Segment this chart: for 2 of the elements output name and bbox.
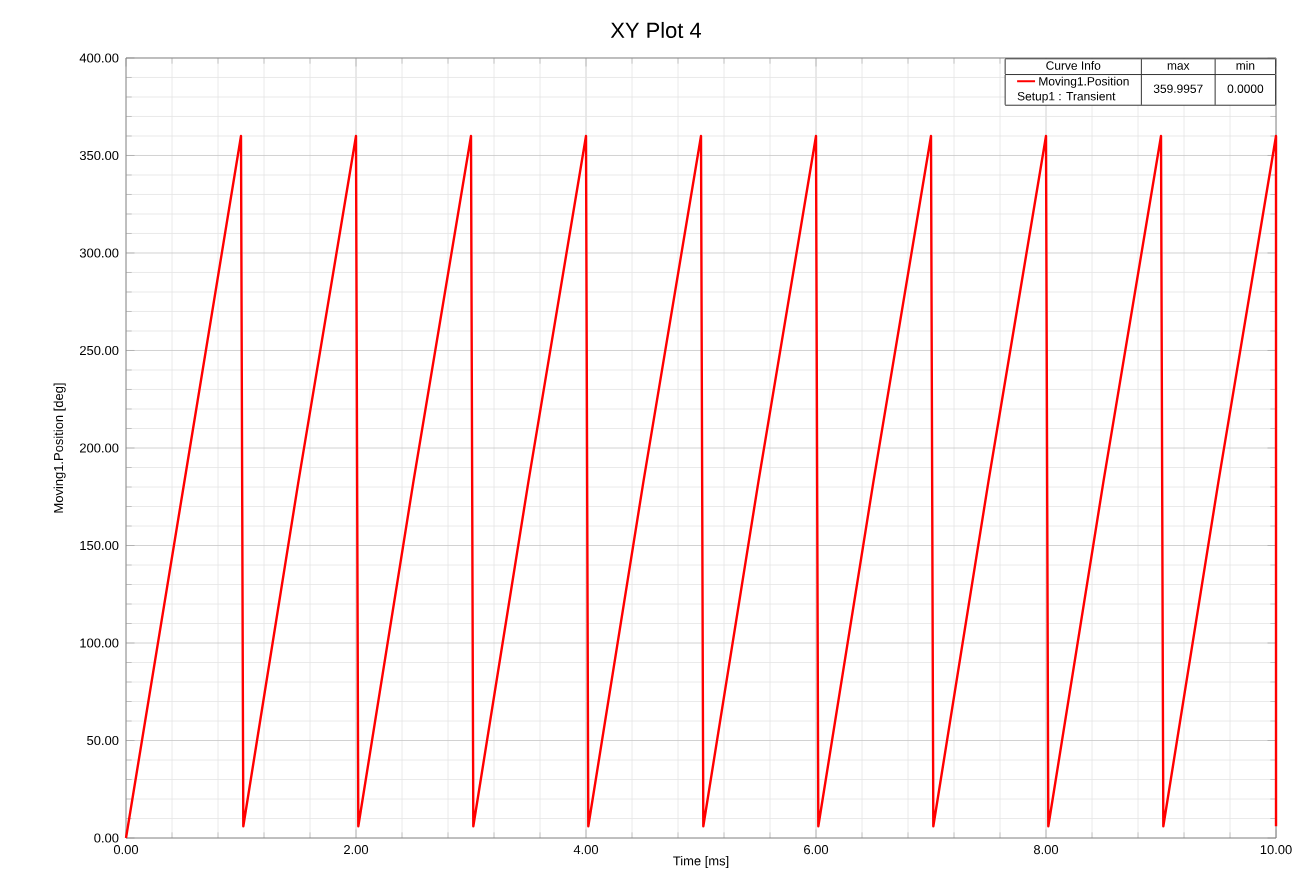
chart-title: XY Plot 4 <box>610 21 702 39</box>
line-series <box>124 134 1278 840</box>
